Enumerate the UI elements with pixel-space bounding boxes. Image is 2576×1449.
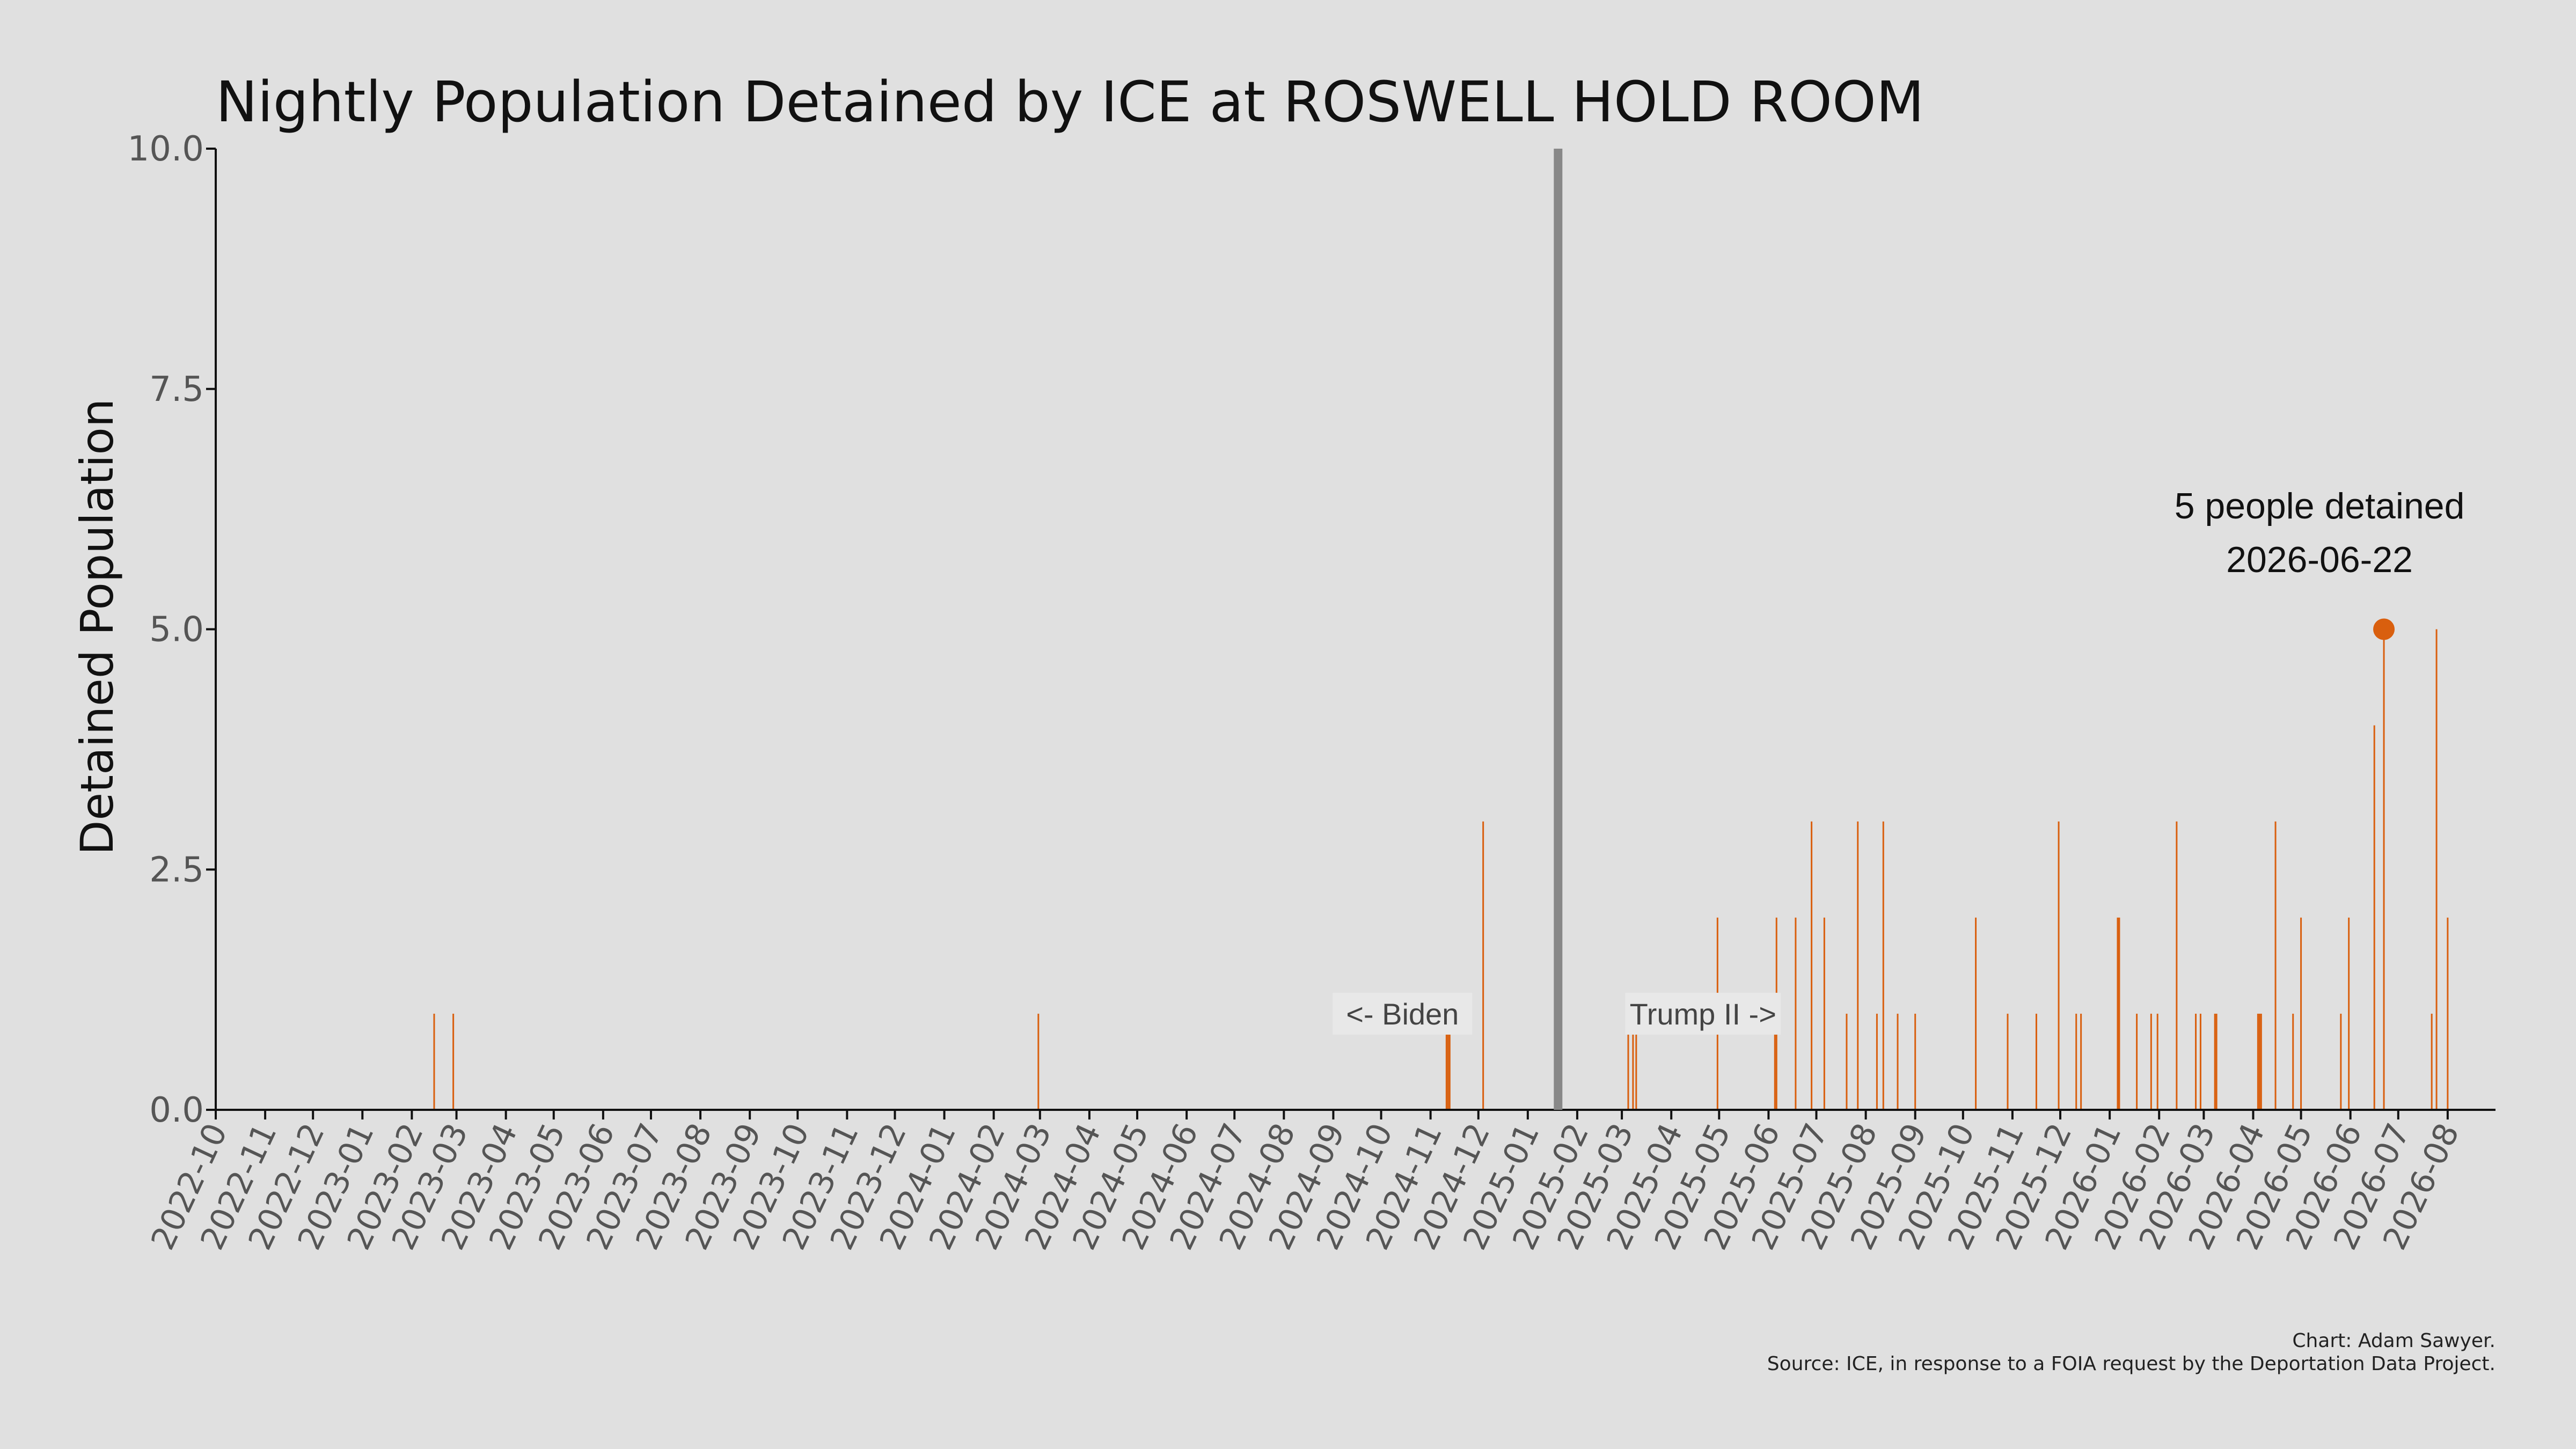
bar-2026-04-04-38 [2257,1013,2259,1110]
y-tick-label: 10.0 [128,129,204,169]
bar-2025-12-11-26 [2075,1013,2077,1110]
bar-2026-01-18-30 [2136,1013,2138,1110]
bar-2025-09-01-21 [1914,1013,1916,1110]
bar-2026-04-15-41 [2274,821,2277,1110]
chart-title: Nightly Population Detained by ICE at RO… [216,69,1924,135]
y-tick-label: 0.0 [149,1091,204,1130]
bar-2026-07-25-49 [2435,629,2438,1110]
bar-2026-02-12-33 [2176,821,2178,1110]
bar-2026-01-27-31 [2150,1013,2152,1110]
bar-2026-06-16-46 [2373,725,2375,1110]
bar-2025-06-05-11 [1774,1013,1776,1110]
bar-2025-11-16-24 [2035,1013,2037,1110]
bar-2026-01-07-29 [2118,917,2120,1110]
chart-credit: Chart: Adam Sawyer. [2292,1330,2496,1352]
biden-label: <- Biden [1346,997,1459,1031]
bar-2025-07-27-17 [1857,821,1859,1110]
bar-2026-03-08-36 [2214,1013,2216,1110]
bar-2025-07-06-15 [1823,917,1825,1110]
bar-2024-02-29-2 [1037,1013,1040,1110]
bar-2025-12-14-27 [2080,1013,2082,1110]
bar-2024-11-12-4 [1447,1013,1449,1110]
bar-2026-05-26-44 [2340,1013,2342,1110]
bar-2026-08-01-50 [2447,917,2449,1110]
bar-2025-07-20-16 [1846,1013,1848,1110]
bar-2025-08-08-18 [1876,1013,1878,1110]
bar-2026-06-22-47 [2383,629,2385,1110]
bar-2026-05-31-45 [2348,917,2350,1110]
y-tick-label: 5.0 [149,610,204,650]
bar-2026-05-01-43 [2300,917,2302,1110]
bar-2025-10-09-22 [1975,917,1977,1110]
bar-2026-02-24-34 [2195,1013,2197,1110]
biden-label-box [1333,992,1473,1035]
plot-area: 0.02.55.07.510.02022-102022-112022-12202… [128,129,2496,1256]
y-tick-label: 2.5 [149,850,204,890]
bar-2026-04-06-40 [2260,1013,2262,1110]
bar-2024-11-13-5 [1448,1013,1451,1110]
bar-2025-03-08-8 [1632,1013,1634,1110]
y-axis-label: Detained Population [71,399,123,855]
bar-2025-03-10-9 [1635,1013,1637,1110]
peak-annotation-line1: 5 people detained [2175,486,2465,526]
bar-2025-11-30-25 [2058,821,2060,1110]
bar-2026-03-09-37 [2215,1013,2218,1110]
chart-source: Source: ICE, in response to a FOIA reque… [1767,1353,2496,1375]
bar-2026-04-05-39 [2258,1013,2260,1110]
bar-2023-02-15-0 [433,1013,435,1110]
bar-2026-01-06-28 [2117,917,2119,1110]
bar-2026-07-22-48 [2431,1013,2433,1110]
bar-2025-06-28-14 [1811,821,1813,1110]
bar-2026-01-31-32 [2156,1013,2158,1110]
bar-2026-02-27-35 [2199,1013,2201,1110]
bar-2025-06-18-13 [1795,917,1797,1110]
bar-2024-11-11-3 [1445,1013,1447,1110]
trump-label: Trump II -> [1630,997,1776,1031]
y-tick-label: 7.5 [149,370,204,409]
bar-2025-10-29-23 [2007,1013,2009,1110]
bar-2024-12-04-6 [1482,821,1484,1110]
peak-annotation-line2: 2026-06-22 [2226,539,2413,580]
bar-2026-04-26-42 [2292,1013,2294,1110]
bar-2023-02-27-1 [452,1013,455,1110]
bar-2025-08-12-19 [1882,821,1884,1110]
bar-2025-08-21-20 [1897,1013,1899,1110]
peak-marker [2373,618,2395,640]
trump-label-box [1625,992,1781,1035]
bar-2025-03-05-7 [1627,1013,1629,1110]
